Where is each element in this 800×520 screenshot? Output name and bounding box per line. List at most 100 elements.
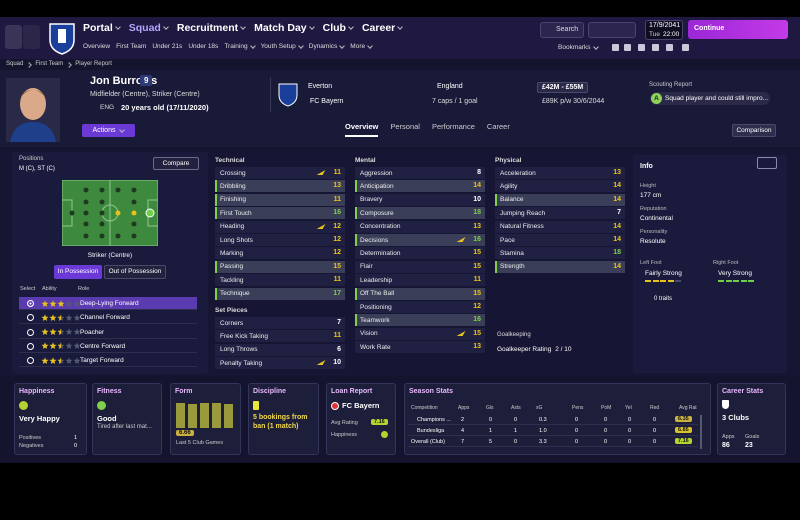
menu-label: Match Day	[254, 22, 307, 34]
attribute-row	[355, 341, 485, 354]
contract: £89K p/w 30/6/2044	[542, 98, 605, 105]
attribute-row	[215, 343, 345, 356]
tab[interactable]: Performance	[431, 122, 475, 131]
attribute-group-title: Set Pieces	[215, 307, 248, 314]
compare-button[interactable]: Compare	[153, 157, 199, 170]
attribute-name: Positioning	[360, 303, 392, 311]
attribute-value: 11	[333, 169, 341, 176]
tab[interactable]: Personal	[390, 122, 420, 131]
season-cell: 2	[461, 417, 465, 423]
attribute-row	[495, 193, 625, 206]
menu-item[interactable]: Match Day	[254, 22, 315, 34]
submenu-item[interactable]: More	[350, 42, 373, 50]
submenu-item[interactable]: Under 18s	[188, 43, 218, 50]
menu-item[interactable]: Recruitment	[177, 22, 246, 34]
tabs: Overview Personal Performance Career	[345, 122, 510, 137]
attribute-value: 16	[333, 209, 341, 217]
attribute-name: Long Throws	[220, 346, 258, 354]
comparison-button[interactable]: Comparison	[732, 124, 776, 137]
role-row[interactable]	[19, 297, 197, 310]
role-row[interactable]	[19, 326, 197, 339]
breadcrumb-item: Player Report	[75, 61, 112, 67]
season-cell: 1	[514, 428, 518, 434]
nation: England	[437, 83, 463, 90]
role-row[interactable]	[19, 354, 197, 368]
season-cell: 0	[628, 417, 632, 423]
season-cell: 0	[653, 417, 657, 423]
role-row[interactable]	[19, 311, 197, 325]
attribute-row	[355, 167, 485, 179]
chevron	[240, 24, 246, 30]
attribute-value: 15	[473, 249, 481, 257]
career-apps: 86	[722, 442, 730, 449]
season-rating: 6.85	[675, 427, 692, 433]
submenu-item[interactable]: First Team	[116, 43, 146, 50]
submenu-label: Under 18s	[188, 43, 219, 50]
search-box[interactable]	[540, 22, 584, 38]
continue-button[interactable]	[688, 20, 788, 39]
out-of-possession-button[interactable]: Out of Possession	[104, 265, 166, 279]
attribute-name: Strength	[500, 263, 525, 271]
season-column-header: Apps	[458, 405, 470, 411]
attribute-name: Aggression	[360, 169, 393, 177]
forward-button[interactable]	[23, 25, 40, 49]
chevron	[339, 42, 346, 49]
submenu-item[interactable]: Overview	[83, 43, 110, 50]
back-button[interactable]	[5, 25, 22, 49]
info-value: Continental	[640, 215, 673, 222]
attribute-name: Dribbling	[220, 182, 246, 190]
menu-item[interactable]: Club	[323, 22, 354, 34]
traits: 0 traits	[654, 296, 673, 302]
attribute-name: Teamwork	[360, 316, 390, 324]
discipline-value: 5 bookings from ban (1 match)	[253, 414, 308, 430]
foot-value: Fairly Strong	[645, 270, 682, 277]
season-cell: 0	[628, 428, 632, 434]
player-photo	[6, 78, 60, 142]
fitness-card	[92, 383, 162, 455]
attribute-value: 16	[473, 236, 481, 243]
attribute-name: Passing	[220, 263, 244, 271]
attribute-value: 13	[473, 222, 481, 230]
chevron	[367, 42, 373, 49]
attribute-value: 11	[333, 195, 341, 203]
menu-item[interactable]: Portal	[83, 22, 121, 34]
tab[interactable]: Overview	[345, 122, 379, 137]
submenu-item[interactable]: Dynamics	[309, 42, 346, 50]
toolbar-icon	[638, 44, 645, 51]
attribute-group-title: Technical	[215, 157, 245, 164]
season-cell: 4	[461, 428, 465, 434]
attribute-value: 18	[613, 249, 621, 257]
card-title: Season Stats	[409, 388, 453, 395]
attribute-name: Acceleration	[500, 169, 536, 177]
card-title: Fitness	[97, 388, 122, 395]
attribute-row	[495, 220, 625, 233]
menu-item[interactable]: Career	[362, 22, 404, 34]
loan-rating-label: Avg Rating	[331, 420, 358, 426]
toolbar-icon	[624, 44, 631, 51]
submenu-item[interactable]: Training	[224, 42, 256, 50]
actions-button[interactable]: Actions	[82, 124, 135, 137]
role-name: Centre Forward	[80, 342, 126, 350]
career-card	[717, 383, 786, 455]
scouting-grade: A	[651, 93, 662, 104]
date-box	[645, 20, 683, 40]
role-row[interactable]	[19, 340, 197, 353]
tab[interactable]: Career	[486, 122, 510, 131]
attribute-name: Decisions	[360, 236, 389, 244]
attribute-value: 11	[333, 276, 341, 284]
attribute-row	[355, 207, 485, 220]
foot-strength-segment	[675, 280, 681, 282]
role-radio	[27, 314, 34, 322]
card-title: Loan Report	[331, 388, 373, 395]
in-possession-button[interactable]: In Possession	[54, 265, 102, 279]
submenu-item[interactable]: Youth Setup	[261, 42, 304, 50]
submenu-item[interactable]: Under 21s	[152, 43, 182, 50]
chevron	[297, 42, 304, 49]
season-cell: 0	[628, 439, 632, 445]
role-radio	[27, 342, 34, 350]
attribute-value: 6	[337, 345, 341, 353]
attribute-value: 8	[477, 169, 481, 176]
menu-item[interactable]: Squad	[129, 22, 169, 34]
toolbar-icons[interactable]	[588, 22, 636, 38]
attribute-row	[495, 260, 625, 273]
